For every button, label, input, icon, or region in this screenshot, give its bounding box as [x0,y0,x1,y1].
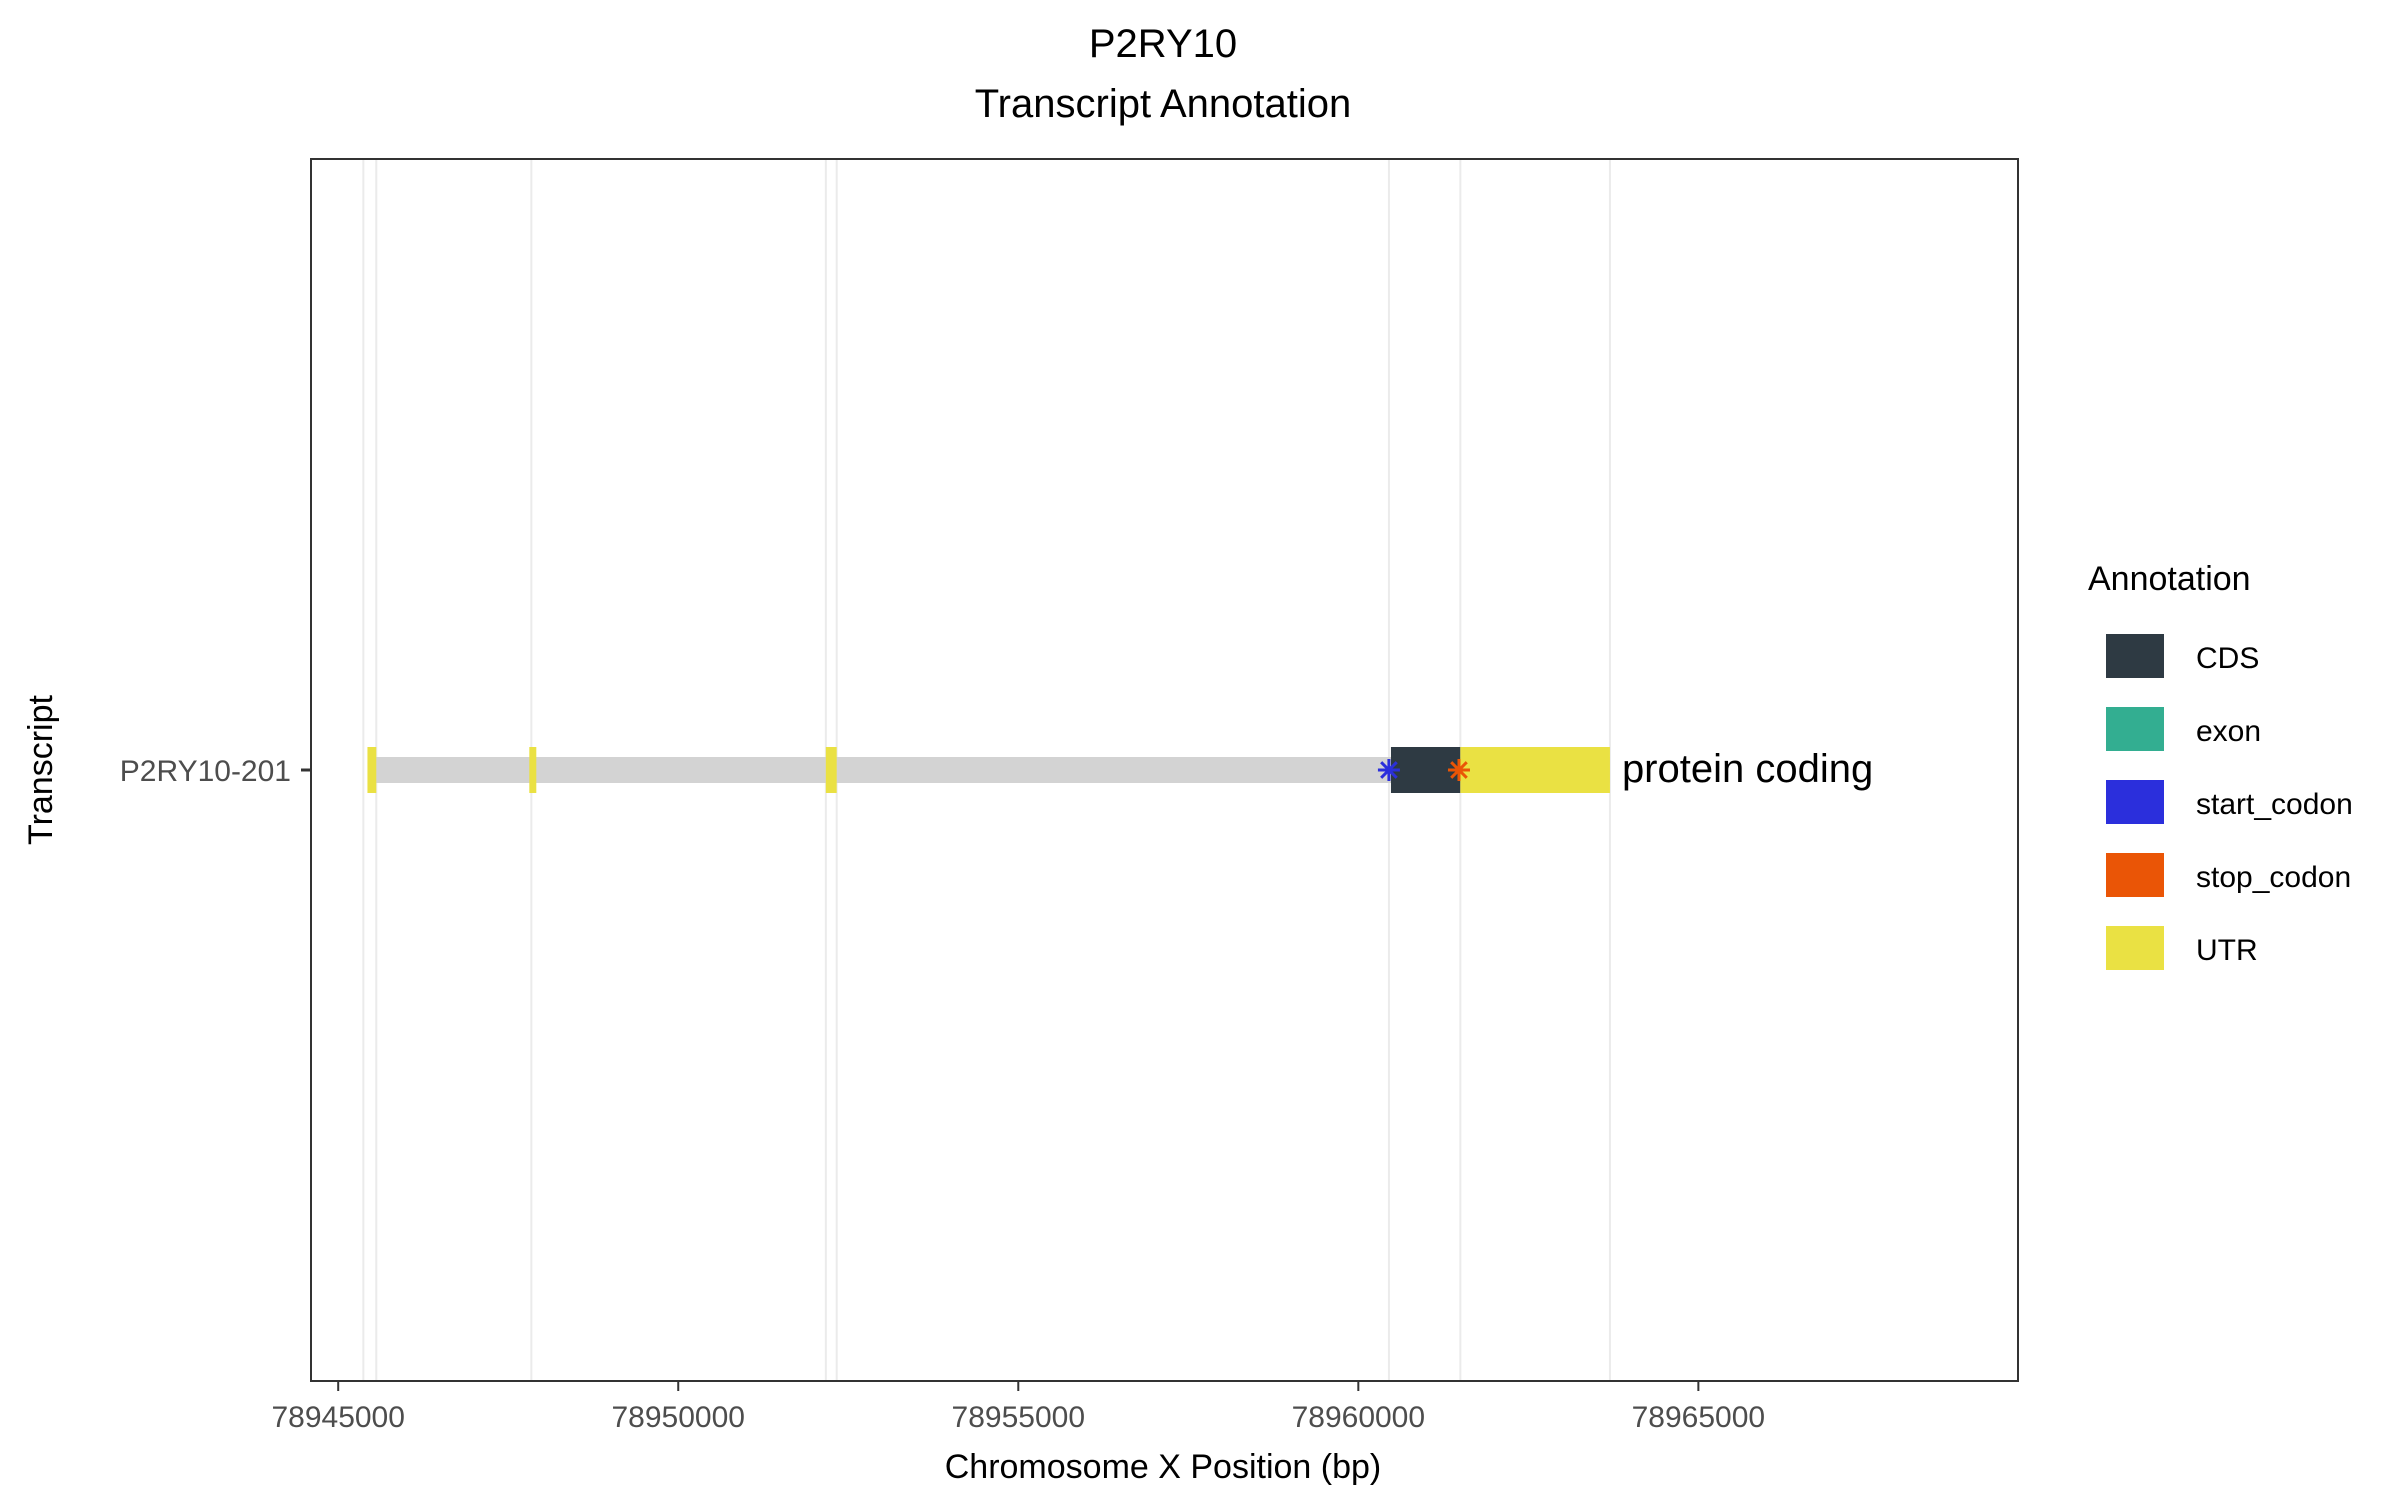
x-tick-label: 78950000 [612,1401,745,1434]
legend-label: stop_codon [2196,861,2351,894]
codon-ray [1450,761,1468,779]
chart-title: P2RY10 [1089,22,1237,66]
legend-label: exon [2196,715,2261,748]
legend-title: Annotation [2088,560,2251,598]
legend-label: UTR [2196,934,2258,967]
legend-label: start_codon [2196,788,2353,821]
legend-item: start_codon [2106,780,2353,824]
y-axis: P2RY10-201 [120,755,311,788]
y-axis-label: Transcript [22,695,60,845]
chart-subtitle: Transcript Annotation [975,82,1352,126]
legend-item: UTR [2106,926,2258,970]
biotype-label: protein coding [1622,747,1873,791]
utr-block [367,747,377,793]
legend-label: CDS [2196,642,2259,675]
legend: Annotation CDS exon start_codon stop_codon U… [2088,560,2353,970]
x-tick-label: 78945000 [271,1401,404,1434]
codon-ray [1380,761,1398,779]
data-marks: protein coding [367,747,1873,793]
legend-swatch [2106,634,2164,678]
utr-block [1460,747,1610,793]
y-tick-label: P2RY10-201 [120,755,291,788]
legend-item: CDS [2106,634,2259,678]
stop-codon-marker [1447,759,1470,781]
legend-item: exon [2106,707,2261,751]
legend-item: stop_codon [2106,853,2351,897]
start-codon-marker [1377,759,1400,781]
utr-block [825,747,837,793]
legend-swatch [2106,853,2164,897]
legend-swatch [2106,780,2164,824]
x-axis: 78945000 78950000 78955000 78960000 78965000 [271,1381,1765,1434]
legend-swatch [2106,926,2164,970]
x-tick-label: 78955000 [952,1401,1085,1434]
x-tick-label: 78965000 [1632,1401,1765,1434]
legend-swatch [2106,707,2164,751]
utr-block [529,747,537,793]
x-tick-label: 78960000 [1292,1401,1425,1434]
x-axis-label: Chromosome X Position (bp) [945,1448,1382,1486]
